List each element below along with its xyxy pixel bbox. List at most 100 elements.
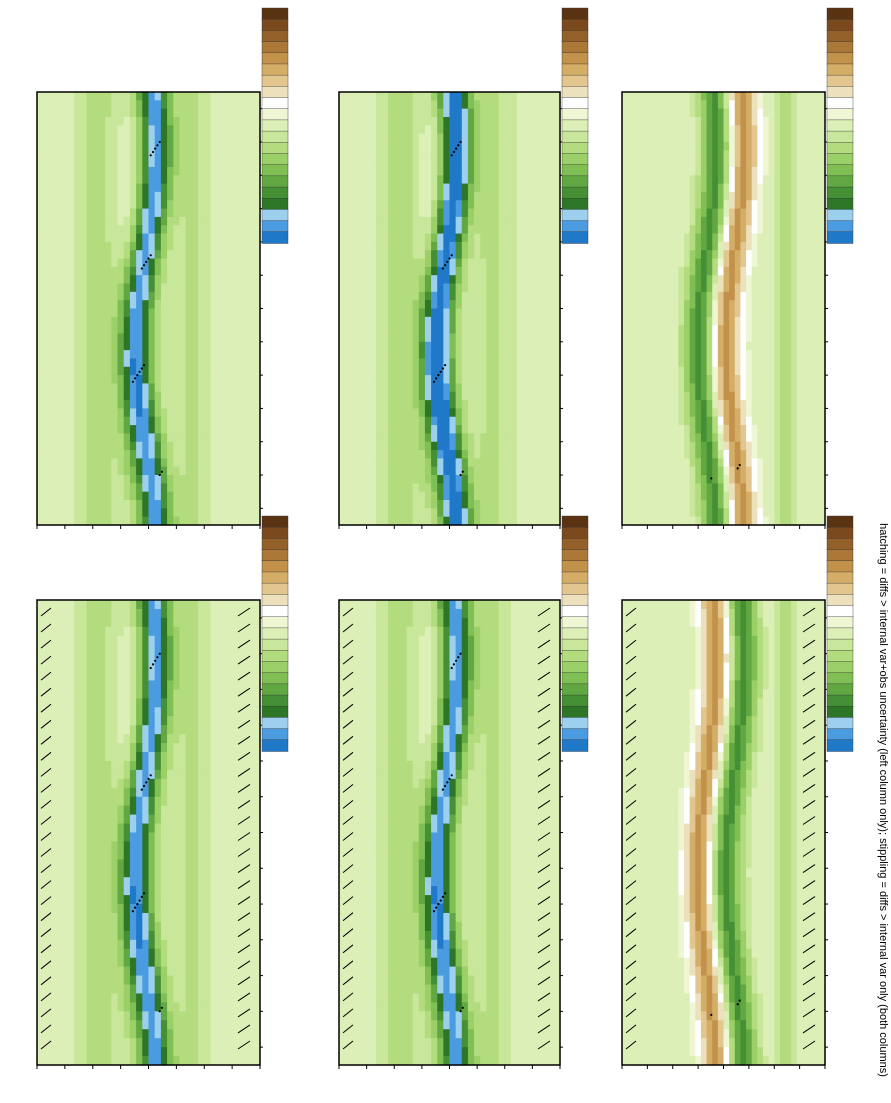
heatmap-cell: [111, 516, 119, 526]
heatmap-cell: [235, 258, 243, 268]
colorbar-swatch: [261, 97, 289, 110]
heatmap-cell: [486, 743, 494, 753]
heatmap-cell: [74, 841, 81, 851]
heatmap-cell: [480, 823, 487, 834]
heatmap-cell: [80, 805, 88, 816]
heatmap-cell: [510, 698, 518, 708]
heatmap-cell: [61, 425, 69, 435]
heatmap-cell: [204, 635, 212, 646]
heatmap-cell: [351, 600, 359, 610]
heatmap-cell: [86, 316, 94, 326]
heatmap-cell: [154, 500, 162, 509]
heatmap-cell: [167, 1002, 174, 1012]
heatmap-cell: [222, 921, 230, 932]
heatmap-cell: [461, 787, 469, 798]
heatmap-cell: [198, 216, 205, 226]
heatmap-cell: [498, 841, 506, 851]
heatmap-cell: [80, 904, 88, 914]
heatmap-cell: [74, 258, 81, 268]
heatmap-cell: [49, 1002, 57, 1012]
heatmap-cell: [129, 617, 137, 628]
heatmap-cell: [191, 183, 199, 193]
heatmap-cell: [37, 707, 44, 717]
heatmap-cell: [510, 725, 518, 735]
colorbar-swatch: [261, 30, 289, 43]
heatmap-cell: [247, 475, 255, 484]
heatmap-cell: [148, 957, 156, 968]
heatmap-cell: [529, 608, 537, 619]
heatmap-cell: [129, 752, 137, 762]
heatmap-cell: [424, 644, 432, 655]
heatmap-cell: [142, 200, 150, 210]
heatmap-cell: [111, 175, 119, 185]
heatmap-cell: [247, 341, 255, 351]
heatmap-cell: [123, 993, 131, 1003]
heatmap-cell: [191, 283, 199, 293]
heatmap-cell: [74, 725, 81, 735]
heatmap-cell: [198, 814, 205, 825]
heatmap-cell: [375, 743, 383, 753]
heatmap-cell: [154, 266, 162, 276]
heatmap-cell: [142, 832, 150, 843]
heatmap-cell: [235, 975, 243, 986]
heatmap-cell: [43, 716, 50, 726]
heatmap-cell: [167, 266, 174, 276]
heatmap-cell: [80, 752, 88, 762]
heatmap-cell: [129, 300, 137, 310]
heatmap-cell: [86, 966, 94, 977]
heatmap-cell: [167, 1038, 174, 1048]
heatmap-cell: [185, 425, 193, 435]
heatmap-cell: [142, 416, 150, 426]
heatmap-cell: [148, 308, 156, 318]
heatmap-cell: [86, 957, 94, 968]
heatmap-cell: [253, 225, 261, 235]
heatmap-cell: [117, 133, 125, 143]
heatmap-cell: [105, 787, 112, 798]
heatmap-cell: [339, 635, 346, 646]
stipple-dot: [160, 470, 163, 473]
heatmap-cell: [241, 133, 249, 143]
heatmap-cell: [117, 698, 125, 708]
heatmap-cell: [253, 233, 261, 243]
heatmap-cell: [222, 635, 230, 646]
heatmap-cell: [92, 1020, 100, 1030]
heatmap-cell: [49, 644, 57, 655]
heatmap-cell: [185, 957, 193, 968]
heatmap-cell: [375, 778, 383, 789]
heatmap-cell: [437, 832, 444, 843]
heatmap-cell: [198, 868, 205, 878]
heatmap-cell: [55, 433, 63, 443]
heatmap-cell: [92, 308, 100, 318]
heatmap-cell: [400, 707, 408, 717]
heatmap-cell: [98, 100, 106, 110]
heatmap-cell: [339, 796, 346, 807]
heatmap-cell: [67, 225, 75, 235]
heatmap-cell: [136, 939, 143, 950]
heatmap-cell: [253, 617, 261, 628]
heatmap-cell: [339, 689, 346, 699]
heatmap-cell: [185, 895, 193, 905]
heatmap-cell: [105, 475, 112, 484]
heatmap-cell: [98, 886, 106, 896]
heatmap-cell: [253, 662, 261, 673]
heatmap-cell: [424, 653, 432, 664]
heatmap-cell: [105, 1020, 112, 1030]
stipple-dot: [149, 666, 152, 670]
heatmap-cell: [241, 275, 249, 285]
heatmap-cell: [142, 1002, 150, 1012]
heatmap-cell: [517, 671, 524, 682]
heatmap-cell: [553, 778, 561, 789]
heatmap-cell: [142, 216, 150, 226]
heatmap-cell: [210, 662, 218, 673]
heatmap-cell: [400, 769, 408, 780]
hatch-line: [237, 848, 251, 857]
heatmap-cell: [381, 653, 389, 664]
heatmap-cell: [117, 662, 125, 673]
heatmap-cell: [55, 600, 63, 610]
heatmap-cell: [210, 859, 218, 869]
heatmap-cell: [160, 200, 168, 210]
heatmap-cell: [204, 904, 212, 914]
heatmap-cell: [424, 778, 432, 789]
heatmap-cell: [185, 716, 193, 726]
heatmap-cell: [222, 600, 230, 610]
